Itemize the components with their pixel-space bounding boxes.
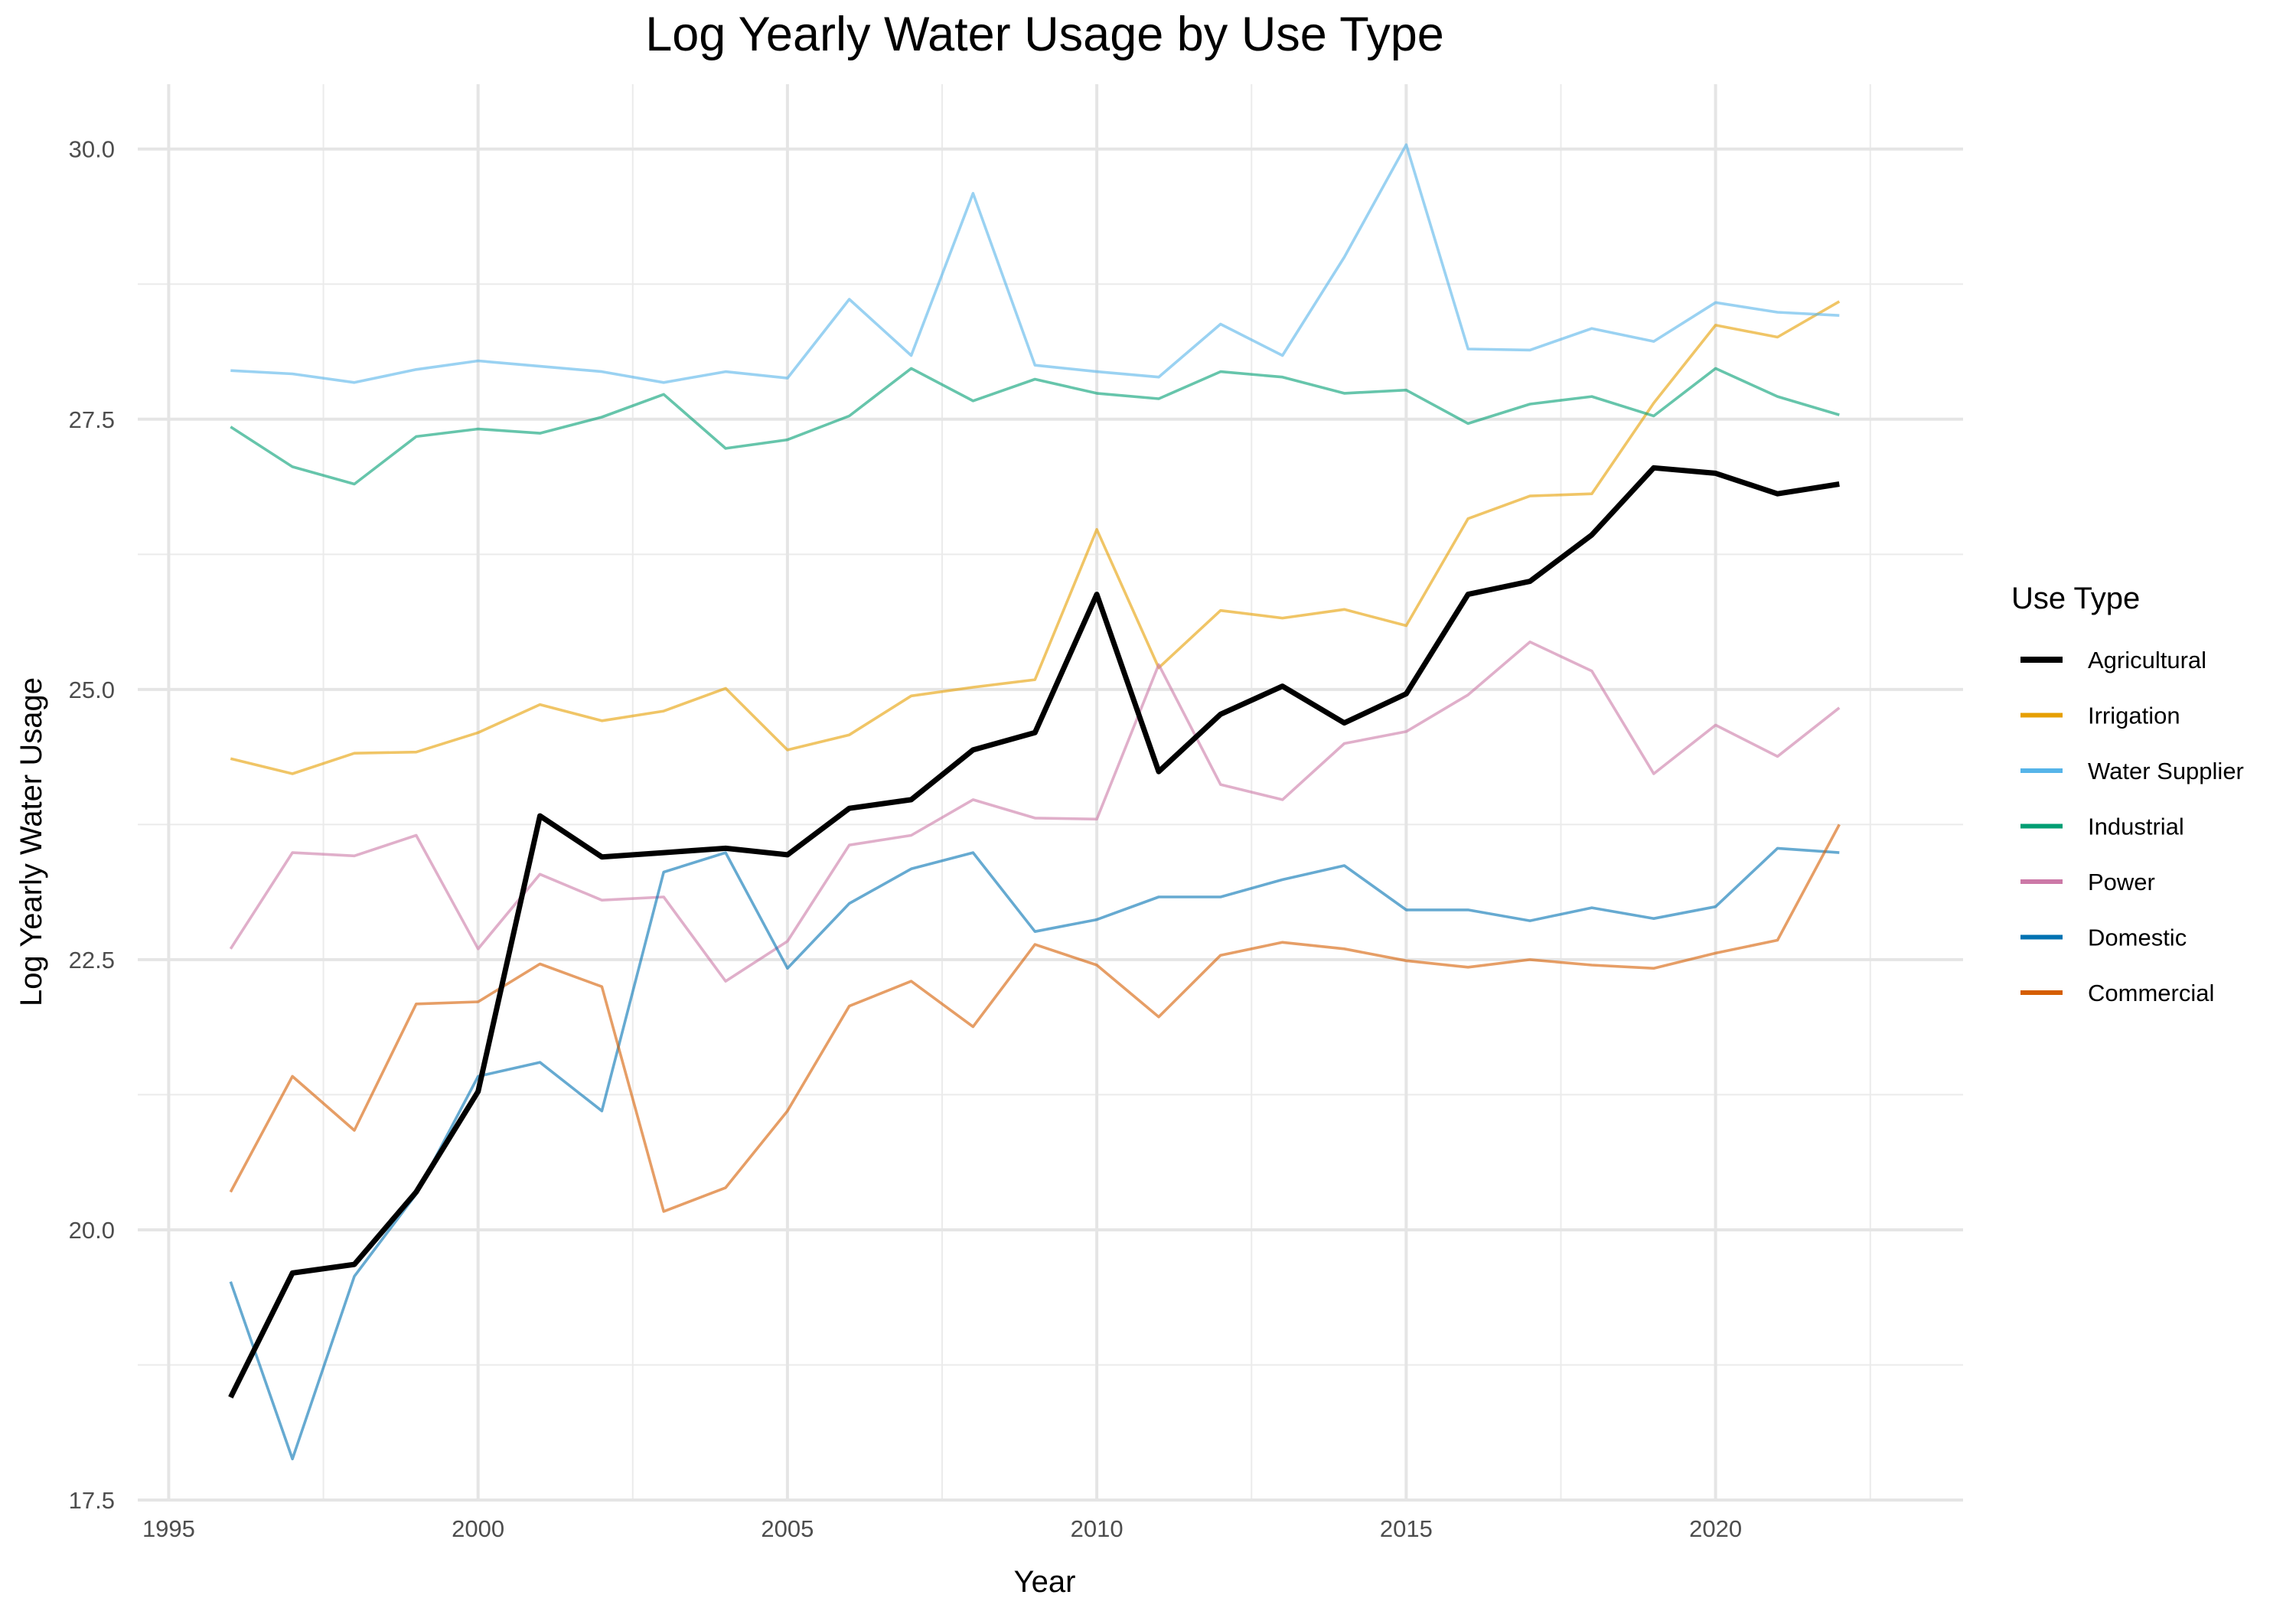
legend: Use Type Agricultural Irrigation Water Sup… xyxy=(2011,582,2244,1006)
series-line-agricultural xyxy=(228,465,1840,1399)
chart-title: Log Yearly Water Usage by Use Type xyxy=(645,8,1444,61)
legend-label-commercial: Commercial xyxy=(2088,980,2214,1006)
y-tick-label: 17.5 xyxy=(69,1487,115,1514)
legend-label-agricultural: Agricultural xyxy=(2088,647,2206,673)
legend-label-irrigation: Irrigation xyxy=(2088,703,2180,729)
series-line-industrial xyxy=(230,367,1840,486)
x-tick-label: 2000 xyxy=(452,1515,504,1542)
y-tick-label: 30.0 xyxy=(69,136,115,163)
legend-title: Use Type xyxy=(2011,582,2140,615)
x-tick-label: 2015 xyxy=(1380,1515,1433,1542)
series-line-irrigation xyxy=(230,300,1841,775)
x-axis-label: Year xyxy=(1014,1565,1076,1599)
x-tick-label: 2020 xyxy=(1689,1515,1742,1542)
x-tick-label: 2010 xyxy=(1071,1515,1124,1542)
x-tick-labels: 1995 2000 2005 2010 2015 2020 xyxy=(142,1515,1742,1542)
y-tick-labels: 17.5 20.0 22.5 25.0 27.5 30.0 xyxy=(69,136,115,1514)
y-tick-label: 27.5 xyxy=(69,406,115,433)
y-tick-label: 25.0 xyxy=(69,677,115,703)
x-tick-label: 2005 xyxy=(761,1515,814,1542)
legend-label-industrial: Industrial xyxy=(2088,814,2184,840)
legend-label-water-supplier: Water Supplier xyxy=(2088,758,2244,784)
x-tick-label: 1995 xyxy=(142,1515,195,1542)
grid xyxy=(138,84,1963,1502)
legend-items: Agricultural Irrigation Water Supplier Indu… xyxy=(2020,647,2244,1006)
series-lines xyxy=(228,143,1841,1461)
y-axis-label: Log Yearly Water Usage xyxy=(15,677,48,1006)
y-tick-label: 20.0 xyxy=(69,1217,115,1244)
series-line-water-supplier xyxy=(230,143,1840,384)
series-line-domestic xyxy=(229,846,1840,1461)
legend-label-power: Power xyxy=(2088,869,2155,895)
series-line-power xyxy=(229,640,1841,983)
y-tick-label: 22.5 xyxy=(69,947,115,973)
axes: 1995 2000 2005 2010 2015 2020 17.5 20.0 22.5 25.… xyxy=(15,136,1742,1599)
legend-label-domestic: Domestic xyxy=(2088,925,2187,951)
